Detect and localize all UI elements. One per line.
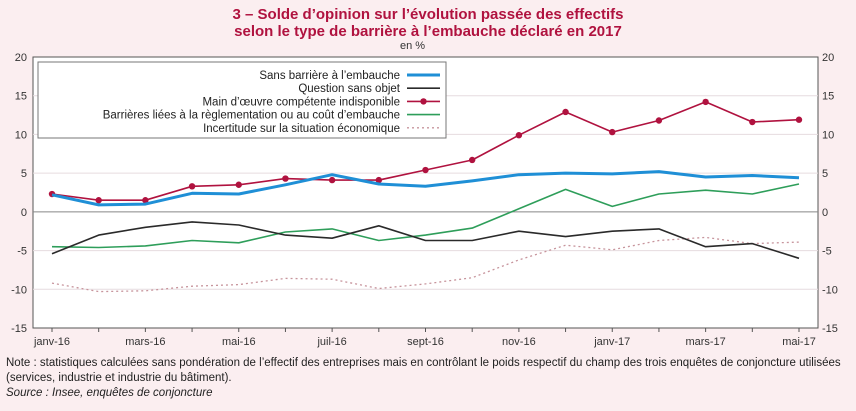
unit-label: en % <box>400 40 426 52</box>
series-line-4 <box>51 236 800 293</box>
y-tick-label-left: 10 <box>15 129 27 141</box>
series-point-2 <box>655 117 663 124</box>
series-line-1 <box>51 221 800 260</box>
series-point-2 <box>702 98 709 106</box>
chart-footnote: Note : statistiques calculées sans pondé… <box>6 356 854 401</box>
y-tick-label-left: -15 <box>11 323 27 335</box>
series-point-2 <box>235 181 242 188</box>
series-point-2 <box>142 197 149 204</box>
chart-title: 3 – Solde d’opinion sur l’évolution pass… <box>0 6 856 40</box>
series-point-2 <box>795 116 803 123</box>
y-tick-label-right: 15 <box>822 91 834 103</box>
note-text: Note : statistiques calculées sans pondé… <box>6 357 841 384</box>
x-tick-label: janv-17 <box>593 336 630 348</box>
chart-title-line-1: 3 – Solde d’opinion sur l’évolution pass… <box>232 6 624 23</box>
line-chart: -15 -15 -10 -10 -5 -5 0 0 5 5 10 10 15 15 20 20 janv-16 m… <box>11 52 838 348</box>
legend-box <box>37 61 447 139</box>
series-point-2 <box>95 197 102 204</box>
series-point-2 <box>562 108 569 116</box>
series-point-2 <box>422 166 429 174</box>
y-tick-label-left: -10 <box>11 284 27 296</box>
legend-label-3: Barrières liées à la règlementation ou a… <box>103 110 400 122</box>
legend-label-1: Question sans objet <box>298 83 400 95</box>
series-point-2 <box>749 118 756 126</box>
x-tick-label: juil-16 <box>316 336 346 348</box>
x-tick-label: janv-16 <box>33 336 70 348</box>
series-point-2 <box>282 175 289 182</box>
y-tick-label-right: 10 <box>822 129 834 141</box>
series-point-2 <box>328 176 336 184</box>
y-tick-label-right: -15 <box>822 323 838 335</box>
series-point-2 <box>515 132 523 139</box>
y-tick-label-left: 5 <box>21 168 27 180</box>
series-line-0 <box>51 170 800 207</box>
y-tick-label-right: 20 <box>822 52 834 64</box>
x-tick-label: mai-16 <box>222 336 256 348</box>
series-point-2 <box>468 156 476 164</box>
y-tick-label-left: -5 <box>17 246 27 258</box>
legend-label-0: Sans barrière à l’embauche <box>259 70 400 82</box>
source-text: Source : Insee, enquêtes de conjoncture <box>6 387 213 399</box>
series-line-3 <box>51 183 800 249</box>
x-tick-label: nov-16 <box>502 336 536 348</box>
x-tick-label: mars-17 <box>685 336 725 348</box>
series-point-2 <box>375 176 383 184</box>
legend-label-2: Main d’œuvre compétente indisponible <box>202 96 400 108</box>
series-point-2 <box>188 183 196 190</box>
y-tick-label-right: 5 <box>822 168 828 180</box>
y-tick-label-right: -10 <box>822 284 838 296</box>
legend-marker-2 <box>420 98 427 105</box>
x-tick-label: mai-17 <box>782 336 816 348</box>
x-tick-label: sept-16 <box>407 336 444 348</box>
y-tick-label-left: 15 <box>15 91 27 103</box>
y-tick-label-left: 20 <box>15 52 27 64</box>
x-tick-label: mars-16 <box>125 336 165 348</box>
y-tick-label-left: 0 <box>21 207 27 219</box>
y-tick-label-right: 0 <box>822 207 828 219</box>
chart-title-line-2: selon le type de barrière à l’embauche d… <box>234 23 622 40</box>
y-tick-label-right: -5 <box>822 246 832 258</box>
legend-label-4: Incertitude sur la situation économique <box>203 123 400 135</box>
series-point-2 <box>609 128 616 136</box>
